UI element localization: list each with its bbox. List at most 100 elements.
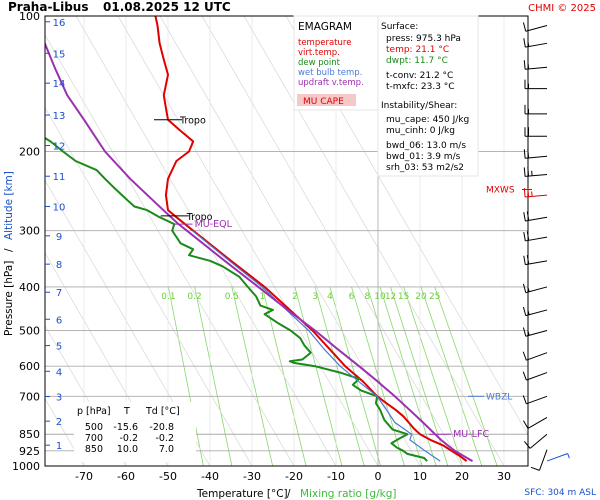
surface-pressure: press: 975.3 hPa [386, 34, 461, 44]
dry-adiabat-line [117, 16, 379, 466]
wind-barb [546, 453, 570, 462]
pressure-tick-label: 400 [19, 281, 40, 294]
surface-box: Surface: press: 975.3 hPa temp: 21.1 °C … [377, 15, 479, 177]
wind-barb-flag [527, 330, 530, 336]
dry-adiabat-line [45, 106, 253, 466]
y-label-pressure: Pressure [hPa] [3, 261, 15, 336]
dry-adiabat-line [159, 16, 421, 466]
altitude-tick-label: 12 [53, 142, 66, 153]
tropopause-1-label: Tropo [179, 116, 206, 127]
series-updraft-v-temp-line [45, 41, 474, 462]
wbzl-label: WBZL [486, 392, 512, 402]
mixing-ratio-tick-label: 25 [429, 292, 440, 302]
wind-barb [523, 148, 548, 159]
altitude-tick-label: 4 [56, 367, 62, 378]
table-header-td: Td [°C] [145, 406, 180, 417]
wind-barb-shaft [526, 372, 548, 381]
legend-wet-bulb: wet bulb temp. [298, 68, 362, 78]
altitude-tick-label: 9 [56, 232, 62, 243]
wind-barb-shaft [546, 453, 568, 462]
mixing-ratio-line [329, 286, 381, 466]
x-label-mixing: Mixing ratio [g/kg] [300, 488, 396, 500]
temperature-tick-label: 20 [455, 470, 469, 483]
srh-03: srh_03: 53 m2/s2 [386, 163, 464, 173]
wind-barb-flag [527, 286, 530, 292]
wind-barb [523, 255, 548, 266]
mu-cinh: mu_cinh: 0 J/kg [386, 126, 455, 136]
tropopause-2-label: Tropo [186, 212, 213, 223]
temperature-tick-label: -70 [75, 470, 93, 483]
pressure-tick-label: 200 [19, 145, 40, 158]
mixing-ratio-tick-label: 4 [327, 292, 333, 302]
pressure-tick-label: 850 [19, 428, 40, 441]
wind-barb-shaft [527, 417, 548, 429]
mixing-ratio-line [403, 286, 463, 466]
temperature-tick-label: -20 [285, 470, 303, 483]
mixing-ratio-tick-label: 8 [365, 292, 371, 302]
bwd-06: bwd_06: 13.0 m/s [386, 141, 466, 151]
mixing-ratio-line [194, 286, 233, 466]
temperature-tick-label: 0 [375, 470, 382, 483]
y-label-slash: / [3, 248, 15, 252]
wind-barb-flag [522, 306, 527, 316]
wind-barb-flag [527, 309, 530, 315]
wind-barb-flag [526, 231, 530, 241]
altitude-tick-label: 5 [56, 342, 62, 353]
mixing-ratio-tick-label: 2 [292, 292, 298, 302]
altitude-tick-label: 1 [56, 441, 62, 452]
level-table-background [74, 402, 196, 462]
mucape-swatch [297, 94, 356, 106]
dry-adiabat-line [45, 325, 127, 466]
temperature-tick-label: 10 [413, 470, 427, 483]
table-header-p: p [hPa] [77, 406, 111, 417]
instability-title: Instability/Shear: [381, 101, 457, 111]
station-name: Praha-Libus [8, 0, 88, 14]
altitude-tick-label: 11 [53, 172, 66, 183]
series-temperature-line [154, 16, 468, 462]
mixing-ratio-line [367, 286, 423, 466]
mixing-ratio-line [168, 286, 204, 466]
mixing-ratio-line [314, 286, 365, 466]
wind-barb-flag [523, 60, 526, 70]
credit: CHMI © 2025 [528, 3, 596, 14]
table-row-2-t: 10.0 [117, 444, 138, 455]
wind-barb-shaft [539, 449, 548, 471]
surface-title: Surface: [381, 22, 418, 32]
mixing-ratio-tick-label: 1 [259, 292, 265, 302]
wind-barb [523, 231, 548, 242]
wind-barb-flag [526, 255, 530, 265]
wind-barb [522, 327, 548, 337]
wind-barb-flag [523, 38, 526, 48]
wind-barb [523, 211, 548, 222]
dry-adiabat-line [45, 179, 211, 466]
t-conv: t-conv: 21.2 °C [386, 71, 453, 81]
altitude-tick-label: 7 [56, 288, 62, 299]
altitude-tick-label: 10 [53, 202, 66, 213]
wind-barb-flag [522, 327, 527, 337]
wind-barb-flag [527, 148, 530, 158]
mixing-ratio-tick-label: 12 [385, 292, 396, 302]
wind-barb-flag [523, 231, 526, 242]
wind-barb-flag [527, 41, 530, 47]
series-dew-point-line [45, 136, 428, 462]
dry-adiabat-line [243, 16, 505, 466]
pressure-tick-label: 600 [19, 360, 40, 373]
altitude-tick-label: 15 [53, 49, 66, 60]
pressure-tick-label: 300 [19, 225, 40, 238]
x-axis-label: Temperature [°C] / Mixing ratio [g/kg] [196, 488, 396, 500]
temperature-tick-label: -30 [243, 470, 261, 483]
wind-barb [523, 167, 548, 177]
wind-barb-flag [522, 371, 527, 381]
legend-dew-point: dew point [298, 58, 341, 68]
surface-dewpoint: dwpt: 11.7 °C [386, 56, 448, 66]
surface-temp: temp: 21.1 °C [386, 45, 449, 55]
legend-updraft: updraft v.temp. [298, 78, 364, 88]
pressure-tick-label: 700 [19, 390, 40, 403]
wind-barb [522, 351, 548, 361]
dry-adiabat-line [45, 34, 295, 466]
mixing-ratio-tick-label: 20 [415, 292, 427, 302]
wind-barb [523, 433, 548, 449]
